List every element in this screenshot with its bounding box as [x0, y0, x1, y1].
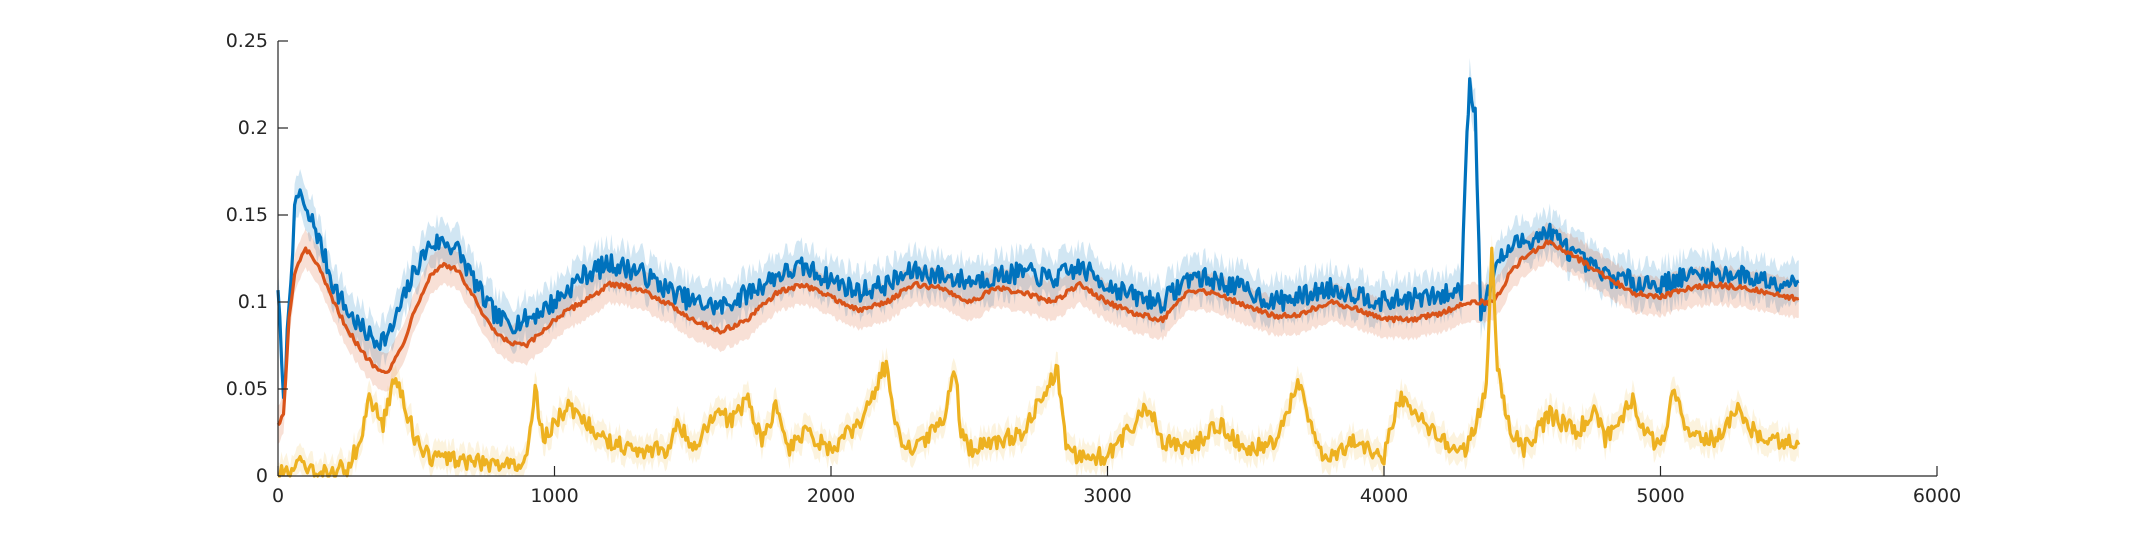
series-orange-line — [276, 239, 1800, 427]
y-tick-label: 0 — [256, 465, 268, 487]
x-tick-label: 0 — [272, 485, 284, 507]
series-lines — [276, 77, 1801, 478]
x-tick-label: 3000 — [1083, 485, 1131, 507]
series-yellow-line — [277, 246, 1801, 478]
y-tick-label: 0.25 — [226, 30, 268, 52]
y-tick-label: 0.05 — [226, 378, 268, 400]
x-tick-label: 6000 — [1913, 485, 1961, 507]
x-tick-label: 4000 — [1360, 485, 1408, 507]
x-tick-label: 5000 — [1636, 485, 1684, 507]
y-tick-label: 0.15 — [226, 204, 268, 226]
x-tick-label: 1000 — [530, 485, 578, 507]
x-tick-label: 2000 — [807, 485, 855, 507]
series-blue-line — [276, 77, 1800, 400]
y-tick-label: 0.1 — [238, 291, 268, 313]
y-axis-ticks: 0 0.05 0.1 0.15 0.2 0.25 — [226, 30, 288, 487]
y-tick-label: 0.2 — [238, 117, 268, 139]
x-axis-ticks: 0 1000 2000 3000 4000 5000 6000 — [272, 466, 1961, 507]
series-bands — [278, 57, 1799, 476]
